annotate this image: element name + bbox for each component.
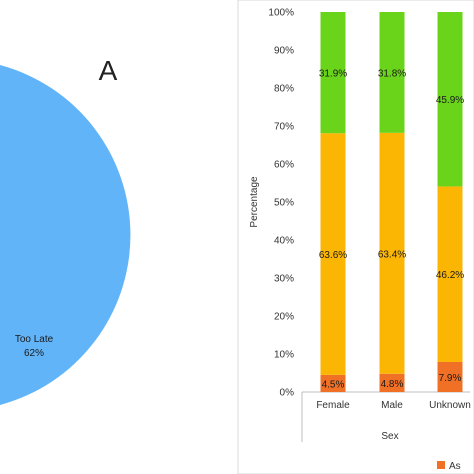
y-tick-label: 100% <box>268 8 294 19</box>
y-axis-label: Percentage <box>249 176 260 228</box>
x-axis-ticks: Female Male Unknown <box>316 400 471 411</box>
legend-swatch <box>437 461 445 469</box>
bar-value-label: 4.5% <box>322 379 345 390</box>
y-tick-label: 40% <box>274 236 294 247</box>
y-tick-label: 70% <box>274 122 294 133</box>
bar-segment <box>320 374 346 392</box>
chart-panel-border <box>237 0 474 474</box>
bar-value-label: 45.9% <box>436 95 464 106</box>
bar-segment <box>437 186 463 362</box>
pie-panel: A Too Late 62% <box>0 55 131 405</box>
bar-value-label: 31.9% <box>319 69 347 80</box>
y-tick-label: 30% <box>274 274 294 285</box>
bar-segment <box>379 132 405 374</box>
legend: As <box>437 461 461 472</box>
bar-value-label: 46.2% <box>436 270 464 281</box>
y-tick-label: 10% <box>274 350 294 361</box>
x-tick-label: Male <box>381 400 403 411</box>
bar-value-label: 63.4% <box>378 249 406 260</box>
x-tick-label: Unknown <box>429 400 471 411</box>
y-tick-label: 80% <box>274 84 294 95</box>
bar-labels: 4.5% 63.6% 31.9% 4.8% 63.4% 31.8% 7.9% 46.2% 45.… <box>319 68 464 390</box>
y-tick-label: 0% <box>280 388 295 399</box>
bar-segment <box>437 12 463 187</box>
bar-segment <box>379 12 405 133</box>
pie-slice-pct: 62% <box>24 348 44 359</box>
y-tick-label: 20% <box>274 312 294 323</box>
bar-value-label: 7.9% <box>439 373 462 384</box>
y-axis-ticks: 0% 10% 20% 30% 40% 50% 60% 70% 80% 90% 100% <box>268 8 294 399</box>
pie-slice-too-late <box>0 65 131 405</box>
y-tick-label: 90% <box>274 46 294 57</box>
y-tick-label: 50% <box>274 198 294 209</box>
bar-segment <box>379 373 405 392</box>
bar-segment <box>320 12 346 134</box>
y-tick-label: 60% <box>274 160 294 171</box>
pie-slice-label: Too Late <box>15 334 54 345</box>
bar-value-label: 4.8% <box>381 379 404 390</box>
bar-segment <box>437 361 463 392</box>
x-axis-label: Sex <box>381 431 398 442</box>
bars <box>320 12 463 392</box>
bar-value-label: 31.8% <box>378 68 406 79</box>
panel-label-a: A <box>99 55 118 86</box>
legend-entry: As <box>449 461 461 472</box>
x-tick-label: Female <box>316 400 350 411</box>
bar-value-label: 63.6% <box>319 250 347 261</box>
bar-segment <box>320 133 346 375</box>
